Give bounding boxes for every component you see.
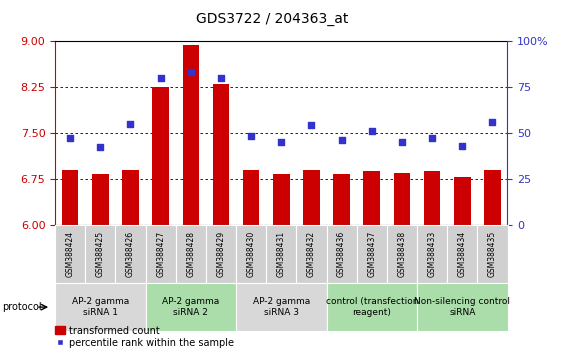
Bar bbox=[447, 225, 477, 283]
Bar bbox=[55, 283, 146, 331]
Bar bbox=[206, 225, 236, 283]
Bar bbox=[236, 283, 327, 331]
Text: AP-2 gamma
siRNA 2: AP-2 gamma siRNA 2 bbox=[162, 297, 219, 317]
Text: GSM388431: GSM388431 bbox=[277, 231, 286, 277]
Bar bbox=[146, 283, 236, 331]
Point bbox=[216, 75, 226, 80]
Text: GDS3722 / 204363_at: GDS3722 / 204363_at bbox=[197, 12, 349, 27]
Point bbox=[427, 136, 437, 141]
Text: GSM388424: GSM388424 bbox=[66, 231, 75, 277]
Point bbox=[367, 128, 376, 134]
Bar bbox=[85, 225, 115, 283]
Bar bbox=[92, 175, 108, 225]
Bar bbox=[327, 283, 417, 331]
Bar bbox=[273, 175, 289, 225]
Bar bbox=[424, 171, 440, 225]
Text: GSM388435: GSM388435 bbox=[488, 231, 497, 277]
Text: GSM388438: GSM388438 bbox=[397, 231, 407, 277]
Text: GSM388429: GSM388429 bbox=[216, 231, 226, 277]
Text: GSM388430: GSM388430 bbox=[246, 231, 256, 277]
Text: AP-2 gamma
siRNA 1: AP-2 gamma siRNA 1 bbox=[72, 297, 129, 317]
Bar bbox=[62, 170, 78, 225]
Text: GSM388432: GSM388432 bbox=[307, 231, 316, 277]
Point bbox=[277, 139, 286, 145]
Bar bbox=[243, 170, 259, 225]
Bar bbox=[334, 175, 350, 225]
Point bbox=[96, 145, 105, 150]
Text: GSM388436: GSM388436 bbox=[337, 231, 346, 277]
Text: GSM388426: GSM388426 bbox=[126, 231, 135, 277]
Text: GSM388437: GSM388437 bbox=[367, 231, 376, 277]
Bar bbox=[327, 225, 357, 283]
Text: protocol: protocol bbox=[2, 302, 41, 312]
Text: GSM388425: GSM388425 bbox=[96, 231, 105, 277]
Bar bbox=[394, 173, 410, 225]
Bar bbox=[484, 170, 501, 225]
Text: GSM388434: GSM388434 bbox=[458, 231, 467, 277]
Bar bbox=[183, 45, 199, 225]
Point bbox=[66, 136, 75, 141]
Bar bbox=[176, 225, 206, 283]
Point bbox=[488, 119, 497, 125]
Point bbox=[458, 143, 467, 148]
Point bbox=[246, 133, 256, 139]
Bar bbox=[266, 225, 296, 283]
Text: control (transfection
reagent): control (transfection reagent) bbox=[325, 297, 418, 317]
Text: AP-2 gamma
siRNA 3: AP-2 gamma siRNA 3 bbox=[253, 297, 310, 317]
Text: GSM388433: GSM388433 bbox=[427, 231, 437, 277]
Bar bbox=[55, 225, 85, 283]
Point bbox=[337, 137, 346, 143]
Bar bbox=[417, 283, 508, 331]
Bar bbox=[146, 225, 176, 283]
Bar bbox=[122, 170, 139, 225]
Point bbox=[186, 69, 195, 75]
Point bbox=[156, 75, 165, 80]
Text: GSM388428: GSM388428 bbox=[186, 231, 195, 277]
Bar bbox=[213, 84, 229, 225]
Point bbox=[397, 139, 407, 145]
Bar bbox=[454, 177, 470, 225]
Bar bbox=[477, 225, 508, 283]
Bar bbox=[417, 225, 447, 283]
Bar bbox=[387, 225, 417, 283]
Bar bbox=[296, 225, 327, 283]
Bar bbox=[153, 87, 169, 225]
Bar bbox=[236, 225, 266, 283]
Bar bbox=[115, 225, 146, 283]
Bar bbox=[364, 171, 380, 225]
Legend: transformed count, percentile rank within the sample: transformed count, percentile rank withi… bbox=[54, 325, 235, 349]
Text: GSM388427: GSM388427 bbox=[156, 231, 165, 277]
Bar bbox=[357, 225, 387, 283]
Point bbox=[307, 122, 316, 128]
Bar bbox=[303, 170, 320, 225]
Text: Non-silencing control
siRNA: Non-silencing control siRNA bbox=[414, 297, 510, 317]
Point bbox=[126, 121, 135, 126]
